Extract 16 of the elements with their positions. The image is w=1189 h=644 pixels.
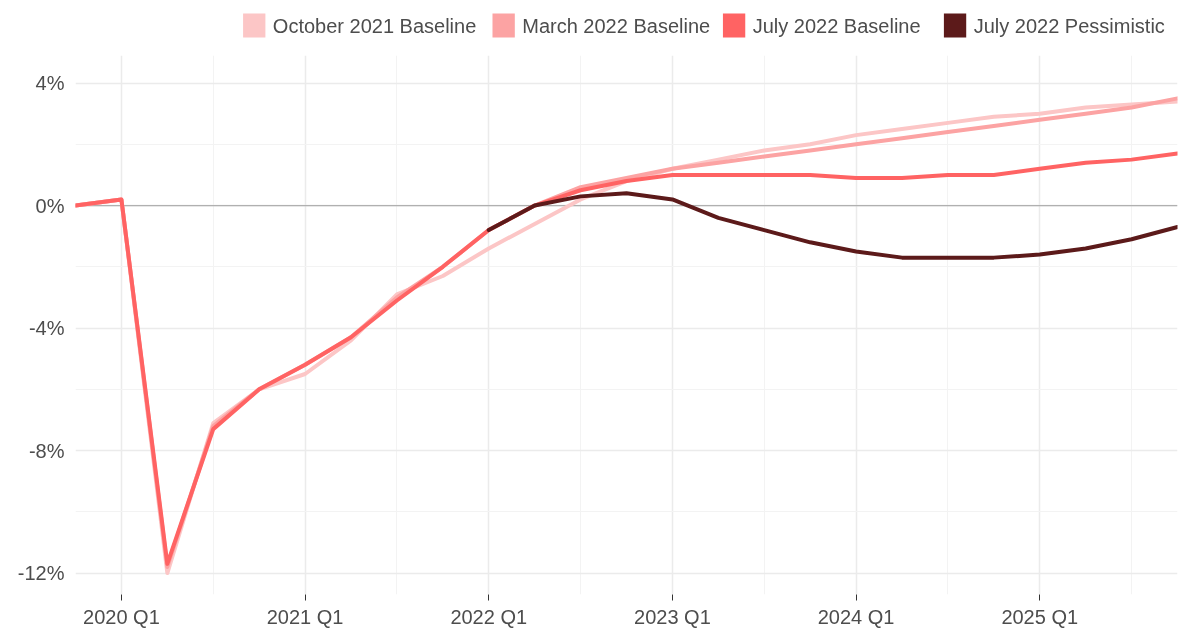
y-tick-label: 0% — [35, 194, 65, 217]
y-tick-label: -12% — [17, 562, 65, 585]
x-tick-label: 2020 Q1 — [83, 605, 160, 628]
x-tick-label: 2025 Q1 — [1001, 605, 1079, 628]
line-series — [486, 191, 1178, 260]
y-tick-label: -8% — [28, 439, 65, 462]
legend-label: July 2022 Pessimistic — [973, 14, 1165, 37]
y-tick-label: -4% — [28, 317, 65, 340]
x-tick-label: 2022 Q1 — [450, 605, 528, 628]
x-tick-label: 2021 Q1 — [266, 605, 344, 628]
legend-label: March 2022 Baseline — [522, 14, 711, 37]
legend-label: October 2021 Baseline — [272, 14, 477, 37]
x-tick-label: 2024 Q1 — [817, 605, 895, 628]
y-tick-label: 4% — [35, 72, 65, 95]
x-tick-label: 2023 Q1 — [634, 605, 711, 628]
legend-label: July 2022 Baseline — [752, 14, 921, 37]
